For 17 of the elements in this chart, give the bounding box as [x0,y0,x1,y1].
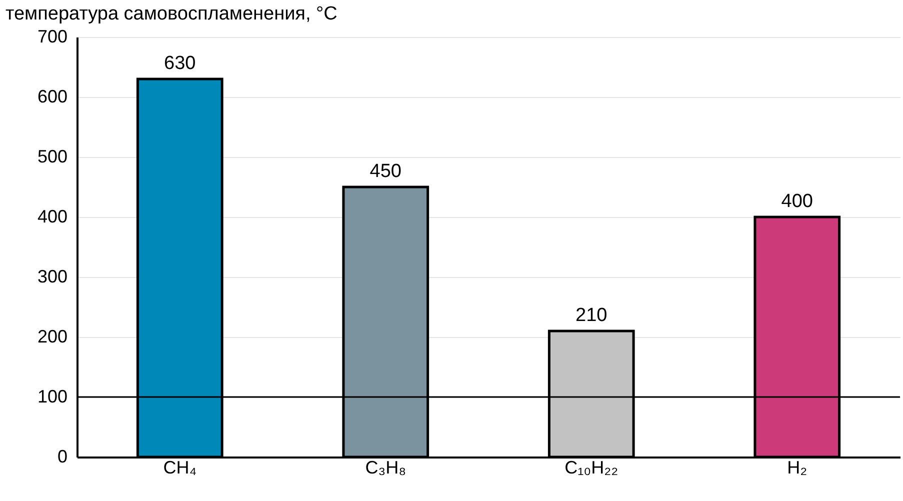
y-tick-label: 300 [37,266,68,286]
x-tick-label: C₁₀H₂₂ [564,458,618,478]
y-tick-label: 500 [37,146,68,166]
y-tick-label: 600 [37,86,68,106]
data-label: 210 [576,305,608,326]
x-tick-label: C₃H₈ [365,458,406,478]
y-tick-label: 400 [37,206,68,226]
data-label: 630 [164,53,196,74]
data-label: 450 [370,161,402,182]
y-axis-title: температура самовоспламенения, °C [6,4,338,24]
x-tick-label: H₂ [787,458,808,478]
data-label: 400 [781,191,813,212]
y-tick-label: 100 [37,386,68,406]
y-tick-label: 700 [37,26,68,46]
y-tick-label: 200 [37,326,68,346]
x-tick-label: CH₄ [163,458,197,478]
y-tick-label: 0 [57,446,68,466]
